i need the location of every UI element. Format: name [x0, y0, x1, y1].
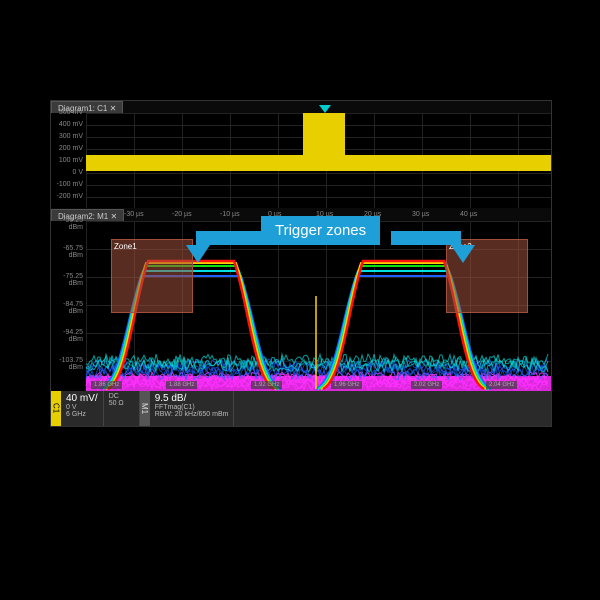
m1-rbw: RBW: 20 kHz/650 mBm [155, 411, 229, 418]
c1-bandwidth: 6 GHz [66, 411, 86, 418]
c1-offset: 0 V [66, 404, 77, 411]
c1-vdiv: 40 mV/ [66, 393, 98, 404]
trigger-pulse [303, 113, 345, 161]
time-domain-panel: 500 mV400 mV300 mV200 mV100 mV0 V-100 mV… [51, 113, 551, 208]
c1-coupling: DC [109, 393, 134, 400]
channel1-settings[interactable]: 40 mV/ 0 V 6 GHz [61, 391, 104, 426]
c1-coupling-cell[interactable]: DC 50 Ω [104, 391, 140, 426]
channel1-indicator[interactable]: C1 [51, 391, 61, 426]
trigger-zones-callout: Trigger zones [261, 216, 380, 245]
m1-source: FFTmag(C1) [155, 404, 229, 411]
trigger-marker [319, 105, 331, 113]
math1-settings[interactable]: 9.5 dB/ FFTmag(C1) RBW: 20 kHz/650 mBm [150, 391, 235, 426]
c1-impedance: 50 Ω [109, 400, 134, 407]
spectrum-panel: -56.25 dBm-65.75 dBm-75.25 dBm-84.75 dBm… [51, 221, 551, 391]
math1-indicator[interactable]: M1 [140, 391, 150, 426]
m1-vdiv: 9.5 dB/ [155, 393, 229, 404]
zone-Zone1[interactable]: Zone1 [111, 239, 193, 313]
oscilloscope-screen: Diagram1: C1 ✕ 500 mV400 mV300 mV200 mV1… [50, 100, 552, 427]
status-footer: C1 40 mV/ 0 V 6 GHz DC 50 Ω M1 9.5 dB/ F… [51, 391, 551, 426]
